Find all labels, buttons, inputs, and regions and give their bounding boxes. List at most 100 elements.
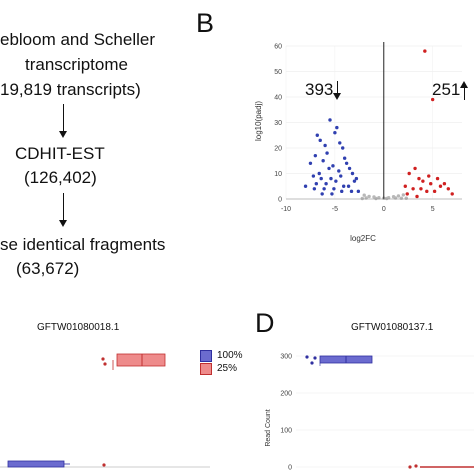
volcano-point-down (314, 182, 319, 186)
outlier-point (102, 463, 106, 467)
outlier-point (408, 465, 412, 469)
flow-step3-name: se identical fragments (0, 235, 166, 254)
volcano-point-ns (404, 196, 408, 200)
volcano-point-up (411, 187, 415, 191)
volcano-point-up (417, 176, 421, 181)
volcano-point-down (332, 187, 336, 191)
volcano-point-up (407, 171, 411, 176)
down-count-value: 393 (305, 80, 334, 99)
legend-swatch-25 (200, 362, 212, 375)
volcano-point-down (346, 184, 351, 188)
volcano-point-down (356, 189, 361, 194)
volcano-point-ns (360, 196, 364, 201)
panel-d-ytick-label: 100 (280, 428, 292, 435)
legend-label-25: 25% (217, 363, 238, 374)
volcano-point-down (330, 192, 334, 196)
volcano-point-ns (385, 196, 389, 201)
volcano-point-down (341, 146, 345, 150)
volcano-point-down (320, 192, 324, 196)
volcano-point-down (317, 171, 321, 176)
box-25-percent-d (408, 464, 474, 469)
outlier-point (305, 355, 309, 359)
volcano-ytick-label: 0 (278, 197, 282, 204)
panel-c-legend: 100% 25% (200, 349, 243, 375)
flow-source-line1: ebloom and Scheller (0, 30, 155, 49)
volcano-point-down (325, 151, 329, 155)
panel-d-plot: Read Count 300 200 100 0 (265, 354, 474, 472)
volcano-point-down (340, 189, 344, 194)
volcano-point-up (425, 189, 429, 194)
volcano-point-down (354, 176, 359, 181)
volcano-point-down (323, 143, 327, 148)
panel-c-plot (0, 353, 210, 468)
volcano-point-ns (362, 193, 366, 197)
volcano-point-down (315, 133, 319, 137)
volcano-point-down (349, 189, 354, 194)
volcano-point-down (331, 164, 335, 168)
volcano-point-down (319, 176, 323, 181)
flow-step3-count: (63,672) (16, 259, 80, 278)
outlier-point (310, 361, 314, 365)
volcano-point-down (312, 187, 317, 191)
volcano-point-down (342, 156, 347, 160)
volcano-ytick-label: 20 (274, 146, 282, 153)
up-count-value: 251 (432, 80, 461, 99)
volcano-ytick-label: 40 (274, 95, 282, 102)
legend-item-25: 25% (200, 362, 243, 375)
volcano-point-up (413, 166, 417, 171)
outlier-point (313, 356, 317, 360)
volcano-point-down (338, 141, 342, 145)
volcano-plot: 0 10 20 30 40 50 60 -10 -5 0 5 log2FC log10(padj) (254, 42, 462, 243)
volcano-xlabel: log2FC (350, 234, 376, 243)
box-25-percent (101, 353, 166, 370)
flow-step2-count: (126,402) (24, 168, 97, 187)
panel-d-ytick-label: 0 (288, 465, 292, 472)
volcano-point-up (442, 182, 447, 186)
volcano-point-up (435, 176, 440, 181)
volcano-point-up (432, 189, 437, 194)
volcano-axes: 0 10 20 30 40 50 60 -10 -5 0 5 (274, 42, 462, 213)
volcano-ylabel: log10(padj) (254, 101, 263, 141)
flow-source-line2: transcriptome (25, 55, 128, 74)
volcano-point-down (324, 182, 328, 186)
volcano-point-up (429, 182, 433, 186)
flow-step2-name: CDHIT-EST (15, 144, 105, 163)
volcano-point-down (333, 131, 337, 135)
volcano-point-up (421, 179, 425, 183)
box-100-percent-d (305, 355, 373, 366)
panel-d-letter: D (255, 308, 275, 338)
volcano-point-ns (377, 196, 381, 200)
legend-swatch-100 (200, 349, 212, 362)
volcano-point-up (446, 187, 451, 191)
volcano-point-down (318, 138, 322, 143)
volcano-xtick-label: -5 (332, 206, 338, 213)
flow-source-line3: 19,819 transcripts) (0, 80, 141, 99)
volcano-point-up (430, 97, 435, 102)
volcano-point-down (347, 166, 352, 171)
volcano-point-down (322, 187, 326, 191)
up-count: 251 (432, 80, 460, 100)
volcano-point-ns (399, 196, 404, 200)
panel-c-title: GFTW01080018.1 (37, 322, 120, 333)
volcano-ytick-label: 30 (274, 120, 282, 127)
volcano-point-down (339, 174, 343, 178)
volcano-ytick-label: 50 (274, 69, 282, 76)
volcano-point-down (352, 179, 357, 183)
volcano-xtick-label: -10 (281, 206, 291, 213)
volcano-xtick-label: 0 (382, 206, 386, 213)
volcano-point-down (334, 179, 338, 183)
volcano-ytick-label: 10 (274, 171, 282, 178)
volcano-point-ns (401, 193, 406, 197)
outlier-point (101, 357, 105, 361)
volcano-point-down (327, 166, 331, 171)
outlier-point (103, 362, 107, 366)
volcano-point-down (311, 174, 316, 178)
volcano-point-down (335, 125, 339, 130)
volcano-point-down (321, 159, 325, 163)
volcano-point-ns (396, 194, 401, 198)
volcano-point-down (341, 184, 346, 188)
volcano-point-up (450, 192, 454, 196)
volcano-point-up (405, 192, 409, 196)
panel-d-ytick-label: 200 (280, 391, 292, 398)
legend-item-100: 100% (200, 349, 243, 362)
